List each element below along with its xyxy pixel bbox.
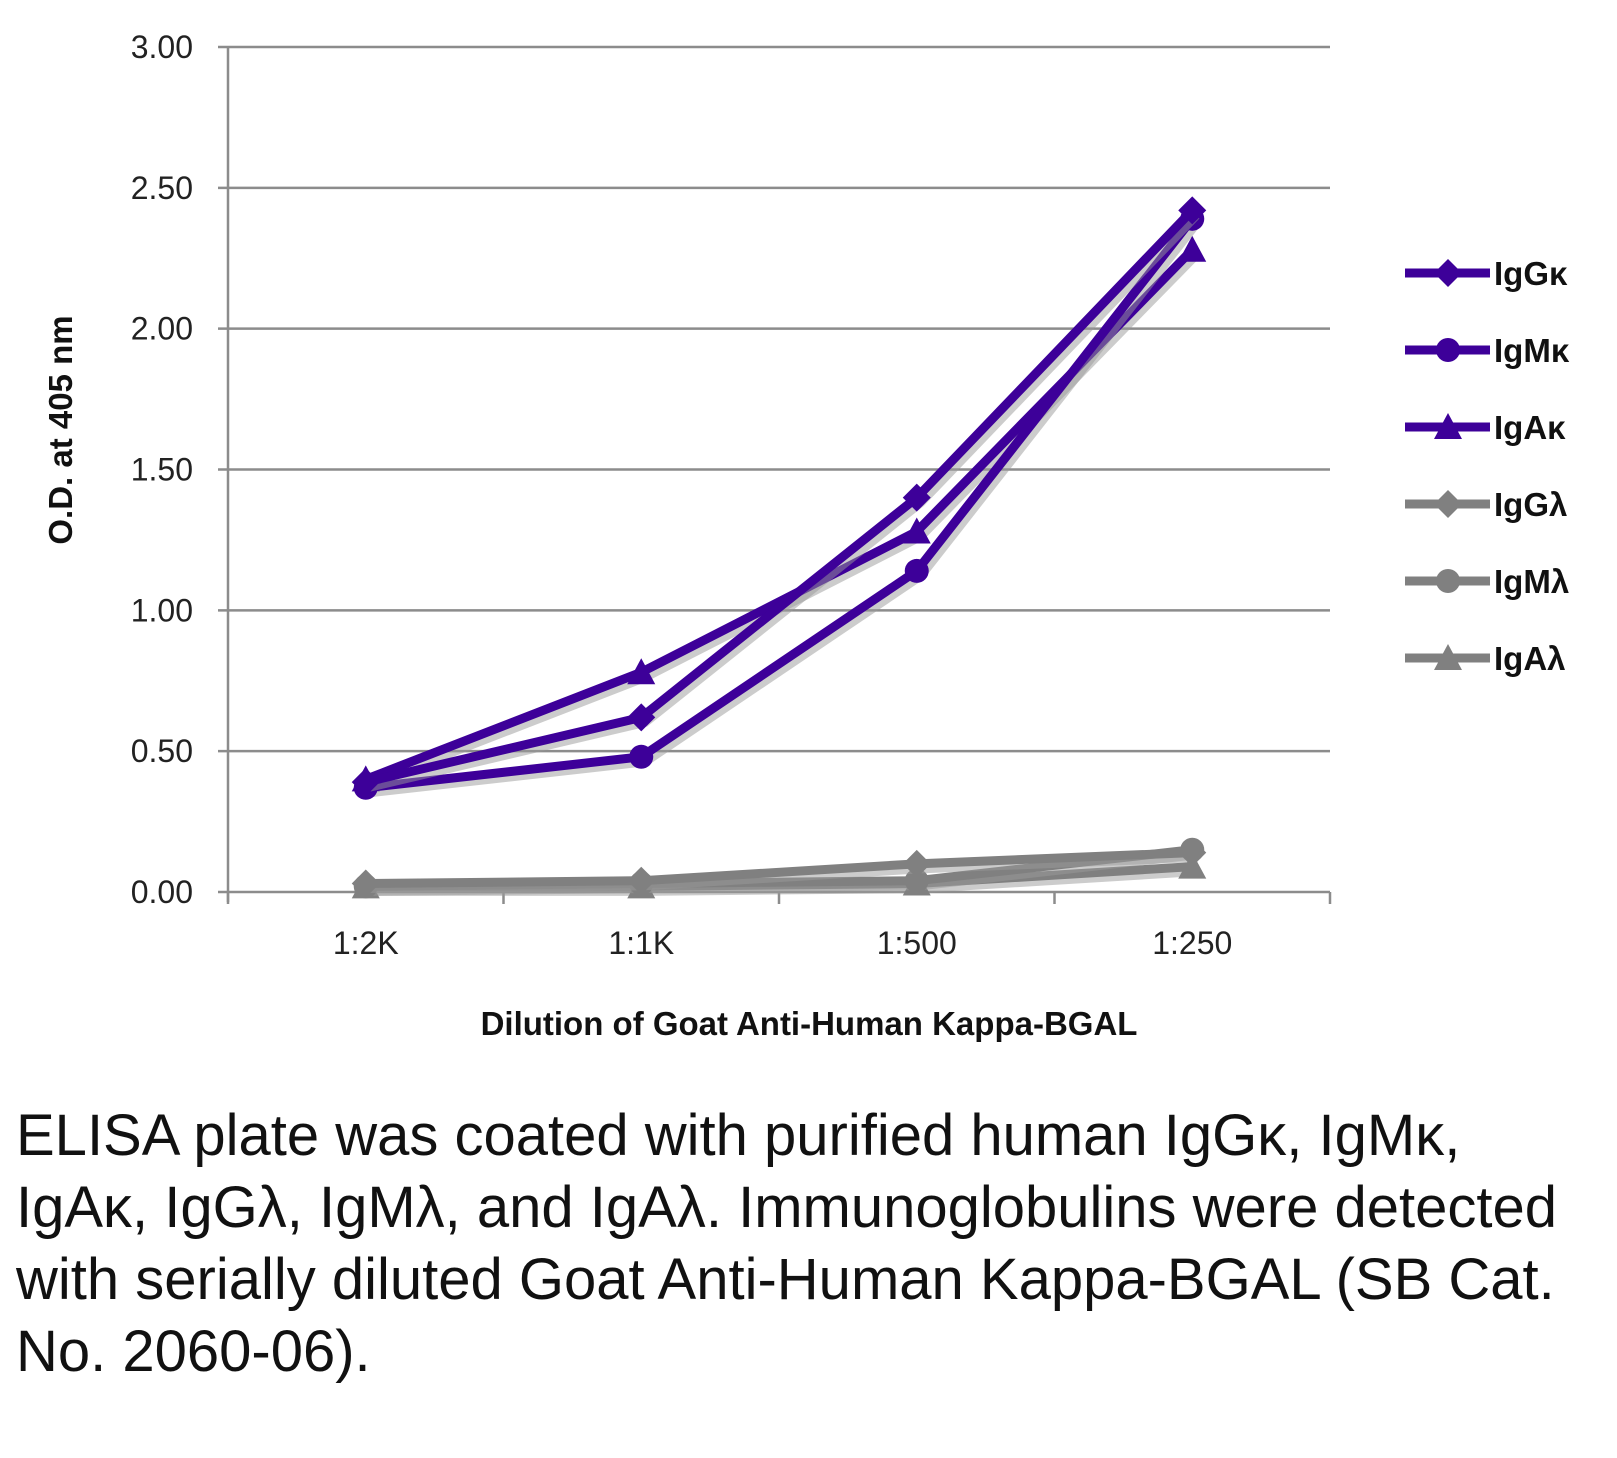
triangle-marker — [1178, 235, 1207, 262]
legend: IgGκ IgMκ IgAκ IgGλ IgMλ IgAλ — [1405, 255, 1570, 677]
legend-item: IgMλ — [1405, 563, 1569, 600]
diamond-marker — [902, 483, 931, 512]
series-IgGκ — [351, 196, 1207, 797]
legend-item: IgGλ — [1405, 486, 1567, 523]
diamond-marker — [351, 768, 380, 797]
y-tick-label: 2.50 — [131, 170, 193, 206]
y-axis-label: O.D. at 405 nm — [42, 315, 79, 544]
legend-item: IgAλ — [1405, 640, 1566, 677]
figure-caption: ELISA plate was coated with purified hum… — [16, 1103, 1557, 1384]
legend-item: IgAκ — [1405, 409, 1566, 446]
series-line — [364, 207, 1196, 787]
circle-marker — [904, 558, 929, 583]
diamond-marker — [1178, 838, 1207, 867]
legend-label: IgMκ — [1494, 332, 1570, 369]
x-tick-label: 1:1K — [608, 925, 674, 961]
legend-label: IgGκ — [1494, 255, 1568, 292]
legend-item: IgGκ — [1405, 255, 1568, 292]
x-axis-label: Dilution of Goat Anti-Human Kappa-BGAL — [481, 1005, 1138, 1042]
series-shadow — [369, 221, 1200, 798]
diamond-marker — [1434, 490, 1462, 518]
series-shadow — [368, 212, 1200, 792]
circle-marker — [629, 744, 654, 769]
circle-marker — [1436, 338, 1460, 362]
axes: 0.00 0.50 1.00 1.50 2.00 2.50 3.00 1:2K 1:1K 1:50… — [131, 29, 1332, 961]
series-line — [365, 216, 1196, 793]
diamond-marker — [1434, 259, 1462, 287]
y-tick-label: 2.00 — [131, 311, 193, 347]
diamond-marker — [902, 849, 931, 878]
diamond-marker — [351, 869, 380, 898]
circle-marker — [1436, 569, 1460, 593]
diamond-marker — [627, 703, 656, 732]
y-tick-label: 1.00 — [131, 592, 193, 628]
legend-label: IgMλ — [1494, 563, 1569, 600]
circle-marker — [904, 868, 929, 893]
series-IgAκ — [351, 235, 1207, 792]
diamond-marker — [1178, 196, 1207, 225]
diamond-marker — [627, 866, 656, 895]
series-shadow — [369, 853, 1197, 894]
y-tick-label: 3.00 — [131, 29, 193, 65]
series-line — [365, 848, 1193, 889]
triangle-marker — [627, 658, 656, 685]
series-lines — [351, 196, 1207, 899]
gridlines — [218, 45, 1330, 894]
legend-label: IgGλ — [1494, 486, 1567, 523]
series-IgGλ — [351, 838, 1207, 898]
y-tick-label: 0.00 — [131, 874, 193, 910]
legend-label: IgAλ — [1494, 640, 1566, 677]
triangle-marker — [902, 517, 931, 544]
x-tick-label: 1:2K — [333, 925, 399, 961]
triangle-marker — [1434, 413, 1462, 439]
triangle-marker — [1434, 644, 1462, 670]
series-IgMκ — [353, 206, 1205, 800]
x-tick-label: 1:250 — [1152, 925, 1232, 961]
y-tick-label: 1.50 — [131, 452, 193, 488]
legend-label: IgAκ — [1494, 409, 1566, 446]
x-tick-label: 1:500 — [877, 925, 957, 961]
legend-item: IgMκ — [1405, 332, 1570, 369]
y-tick-label: 0.50 — [131, 733, 193, 769]
